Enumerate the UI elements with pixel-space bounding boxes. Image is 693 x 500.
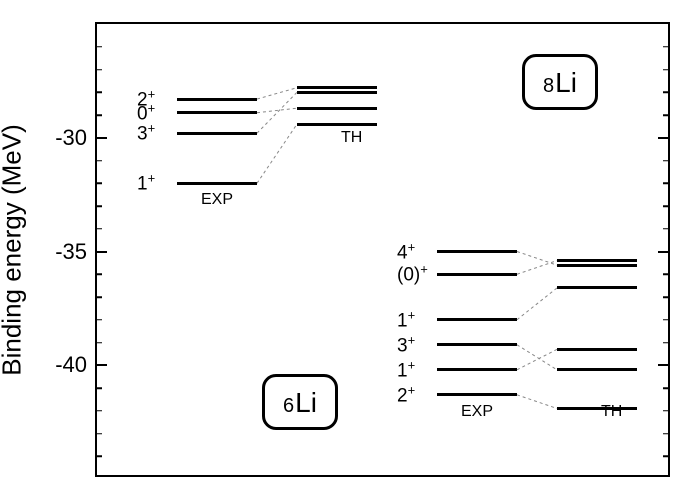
energy-level-bar: [437, 250, 517, 253]
y-minor-tick-right: [663, 342, 668, 344]
col-label-li6-th: TH: [341, 129, 362, 147]
energy-level-bar: [297, 123, 377, 126]
y-minor-tick: [97, 342, 102, 344]
li8-symbol: Li: [555, 67, 577, 99]
y-minor-tick: [97, 410, 102, 412]
y-minor-tick: [97, 319, 102, 321]
y-tick-label: -35: [55, 239, 87, 265]
li6-symbol: Li: [295, 387, 317, 419]
nuclide-box-li6: 6Li: [262, 374, 338, 430]
y-minor-tick-right: [663, 46, 668, 48]
y-minor-tick: [97, 387, 102, 389]
energy-level-bar: [437, 393, 517, 396]
level-connector: [257, 88, 297, 99]
energy-level-bar: [437, 343, 517, 346]
y-minor-tick-right: [663, 410, 668, 412]
y-major-tick-right: [658, 251, 668, 253]
y-minor-tick-right: [663, 92, 668, 94]
y-minor-tick: [97, 205, 102, 207]
li8-mass-number: 8: [543, 75, 554, 98]
level-connector: [517, 288, 557, 320]
li6-mass-number: 6: [283, 395, 294, 418]
y-minor-tick-right: [663, 69, 668, 71]
plot-area: 6Li 8Li -30-35-402+0+3+1+4+(0)+1+3+1+2+E…: [97, 24, 668, 475]
energy-level-bar: [437, 368, 517, 371]
col-label-li8-exp: EXP: [461, 403, 493, 421]
y-axis-label: Binding energy (MeV): [0, 124, 28, 375]
y-minor-tick-right: [663, 387, 668, 389]
y-minor-tick: [97, 274, 102, 276]
state-label: 1+: [137, 171, 155, 196]
level-connector: [517, 261, 557, 275]
level-connector: [517, 395, 557, 409]
y-tick-label: -40: [55, 352, 87, 378]
state-label: 2+: [397, 382, 415, 407]
nuclide-box-li8: 8Li: [522, 54, 598, 110]
energy-level-bar: [557, 259, 637, 262]
energy-level-bar: [437, 318, 517, 321]
state-label: 4+: [397, 239, 415, 264]
y-minor-tick: [97, 160, 102, 162]
level-connector: [257, 108, 297, 113]
state-label: 3+: [397, 332, 415, 357]
y-minor-tick-right: [663, 433, 668, 435]
y-major-tick: [97, 251, 107, 253]
level-connector: [517, 349, 557, 369]
y-minor-tick-right: [663, 160, 668, 162]
plot-frame: 6Li 8Li -30-35-402+0+3+1+4+(0)+1+3+1+2+E…: [95, 22, 670, 477]
energy-level-bar: [297, 91, 377, 94]
energy-level-bar: [437, 273, 517, 276]
y-minor-tick-right: [663, 183, 668, 185]
col-label-li8-th: TH: [601, 403, 622, 421]
energy-level-bar: [557, 264, 637, 267]
energy-level-bar: [557, 348, 637, 351]
y-minor-tick-right: [663, 114, 668, 116]
y-minor-tick-right: [663, 274, 668, 276]
y-tick-label: -30: [55, 125, 87, 151]
energy-level-bar: [177, 111, 257, 114]
state-label: 1+: [397, 357, 415, 382]
y-minor-tick: [97, 296, 102, 298]
y-major-tick: [97, 364, 107, 366]
y-major-tick: [97, 137, 107, 139]
y-minor-tick: [97, 92, 102, 94]
energy-level-bar: [557, 368, 637, 371]
state-label: 1+: [397, 307, 415, 332]
y-minor-tick: [97, 46, 102, 48]
level-connector: [257, 124, 297, 183]
energy-level-bar: [177, 132, 257, 135]
y-minor-tick-right: [663, 205, 668, 207]
level-connector: [517, 252, 557, 266]
y-major-tick-right: [658, 137, 668, 139]
energy-level-bar: [297, 86, 377, 89]
energy-level-bar: [177, 98, 257, 101]
y-minor-tick-right: [663, 456, 668, 458]
energy-level-bar: [557, 407, 637, 410]
state-label: (0)+: [397, 262, 428, 287]
y-minor-tick: [97, 114, 102, 116]
y-minor-tick: [97, 433, 102, 435]
level-connector: [257, 92, 297, 133]
state-label: 3+: [137, 121, 155, 146]
energy-level-bar: [557, 286, 637, 289]
col-label-li6-exp: EXP: [201, 191, 233, 209]
y-minor-tick-right: [663, 228, 668, 230]
level-connector: [517, 345, 557, 370]
y-minor-tick: [97, 456, 102, 458]
y-minor-tick: [97, 228, 102, 230]
y-major-tick-right: [658, 364, 668, 366]
energy-level-bar: [177, 182, 257, 185]
y-minor-tick: [97, 69, 102, 71]
energy-level-bar: [297, 107, 377, 110]
y-minor-tick: [97, 183, 102, 185]
y-minor-tick-right: [663, 319, 668, 321]
y-minor-tick-right: [663, 296, 668, 298]
